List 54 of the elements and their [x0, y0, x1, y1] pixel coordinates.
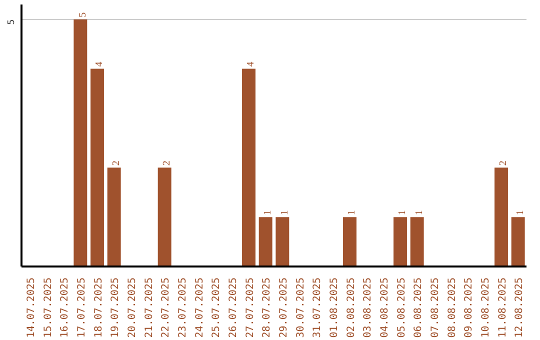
x-tick-label: 19.07.2025 [110, 277, 122, 338]
x-tick-label: 14.07.2025 [26, 277, 37, 338]
data-label: 1 [515, 210, 526, 216]
x-tick-label: 04.08.2025 [379, 277, 390, 338]
data-label: 5 [77, 12, 88, 18]
x-tick-label: 24.07.2025 [194, 277, 206, 338]
x-tick-label: 08.08.2025 [446, 277, 458, 338]
x-tick-label: 12.08.2025 [514, 277, 526, 338]
x-tick-label: 06.08.2025 [413, 277, 424, 338]
x-tick-label: 22.07.2025 [160, 277, 172, 338]
bar [158, 168, 172, 266]
bar [242, 68, 256, 266]
x-tick-label: 10.08.2025 [480, 277, 492, 338]
x-tick-label: 17.07.2025 [76, 277, 88, 338]
x-tick-label: 02.08.2025 [346, 277, 357, 338]
data-label: 2 [162, 160, 173, 166]
x-tick-label: 01.08.2025 [328, 277, 340, 338]
bar [394, 217, 407, 266]
x-tick-label: 05.08.2025 [396, 277, 408, 338]
bar [90, 68, 104, 266]
bar [74, 19, 88, 266]
bar [410, 217, 424, 266]
data-label: 2 [111, 160, 122, 166]
bar [276, 217, 290, 266]
x-tick-label: 03.08.2025 [362, 277, 374, 338]
x-tick-label: 27.07.2025 [244, 277, 256, 338]
data-label: 1 [414, 210, 426, 216]
x-tick-label: 23.07.2025 [177, 277, 188, 338]
data-label: 1 [346, 210, 358, 216]
x-tick-label: 29.07.2025 [278, 277, 290, 338]
x-tick-label: 20.07.2025 [126, 277, 138, 338]
data-label: 1 [397, 210, 408, 216]
bar [107, 168, 121, 266]
data-label: 4 [246, 62, 257, 67]
x-tick-label: 28.07.2025 [262, 277, 273, 338]
x-tick-label: 09.08.2025 [464, 277, 475, 338]
data-label: 4 [94, 62, 106, 67]
bar [511, 217, 525, 266]
x-tick-label: 16.07.2025 [60, 277, 71, 338]
x-tick-label: 31.07.2025 [312, 277, 324, 338]
data-label: 1 [279, 210, 290, 216]
x-tick-label: 15.07.2025 [42, 277, 54, 338]
x-tick-label: 26.07.2025 [228, 277, 239, 338]
x-tick-label: 25.07.2025 [211, 277, 222, 338]
x-tick-label: 18.07.2025 [93, 277, 104, 338]
bar [494, 168, 508, 266]
data-label: 1 [262, 210, 274, 216]
x-tick-label: 07.08.2025 [430, 277, 441, 338]
x-tick-label: 11.08.2025 [497, 277, 508, 338]
bar [258, 217, 272, 266]
bar [343, 217, 356, 266]
x-tick-label: 30.07.2025 [295, 277, 306, 338]
data-label: 2 [498, 160, 510, 166]
x-tick-label: 21.07.2025 [144, 277, 155, 338]
